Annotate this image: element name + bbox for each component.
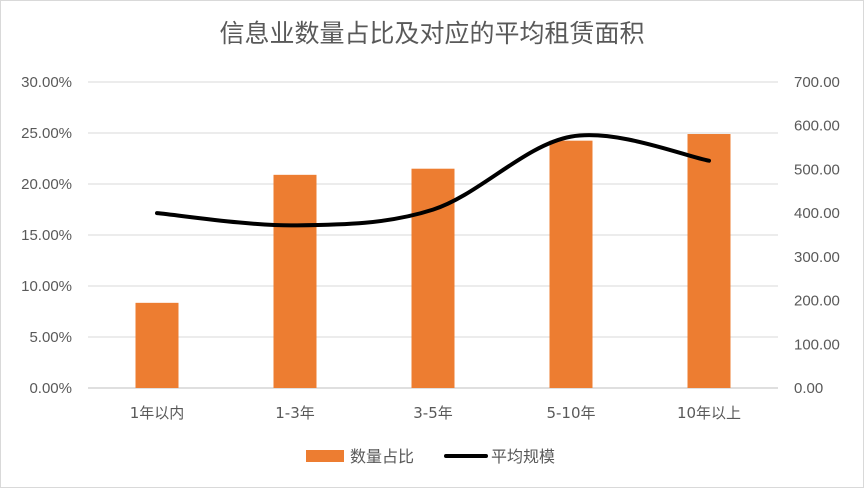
right-tick-label: 300.00 [794,249,840,266]
legend-label: 平均规模 [491,447,555,466]
line-series [155,133,711,228]
category-label: 3-5年 [413,404,453,422]
right-tick-label: 400.00 [794,205,840,222]
legend: 数量占比 平均规模 [306,447,555,466]
category-label: 5-10年 [546,404,595,422]
category-label: 10年以上 [677,404,741,422]
right-tick-label: 100.00 [794,336,840,353]
category-label: 1-3年 [275,404,315,422]
line-path [155,133,711,228]
left-tick-label: 30.00% [21,74,72,91]
bar-series [135,134,731,388]
bar [273,174,317,388]
right-tick-label: 500.00 [794,161,840,178]
chart-title: 信息业数量占比及对应的平均租赁面积 [219,19,645,48]
legend-swatch-bar [306,450,344,462]
left-tick-label: 5.00% [29,329,72,346]
left-axis-ticks: 0.00% 5.00% 10.00% 15.00% 20.00% 25.00% 30.00% [21,74,72,397]
right-tick-label: 200.00 [794,293,840,310]
bar [135,302,179,388]
right-axis-ticks: 0.00 100.00 200.00 300.00 400.00 500.00 600.00… [794,74,840,397]
left-tick-label: 10.00% [21,278,72,295]
left-tick-label: 0.00% [29,380,72,397]
category-label: 1年以内 [130,404,185,422]
bar [549,140,593,388]
right-tick-label: 700.00 [794,74,840,91]
left-tick-label: 15.00% [21,227,72,244]
left-tick-label: 25.00% [21,125,72,142]
bar [687,134,731,388]
right-tick-label: 600.00 [794,118,840,135]
right-tick-label: 0.00 [794,380,823,397]
legend-label: 数量占比 [350,447,414,466]
left-tick-label: 20.00% [21,176,72,193]
category-labels: 1年以内 1-3年 3-5年 5-10年 10年以上 [130,404,741,422]
